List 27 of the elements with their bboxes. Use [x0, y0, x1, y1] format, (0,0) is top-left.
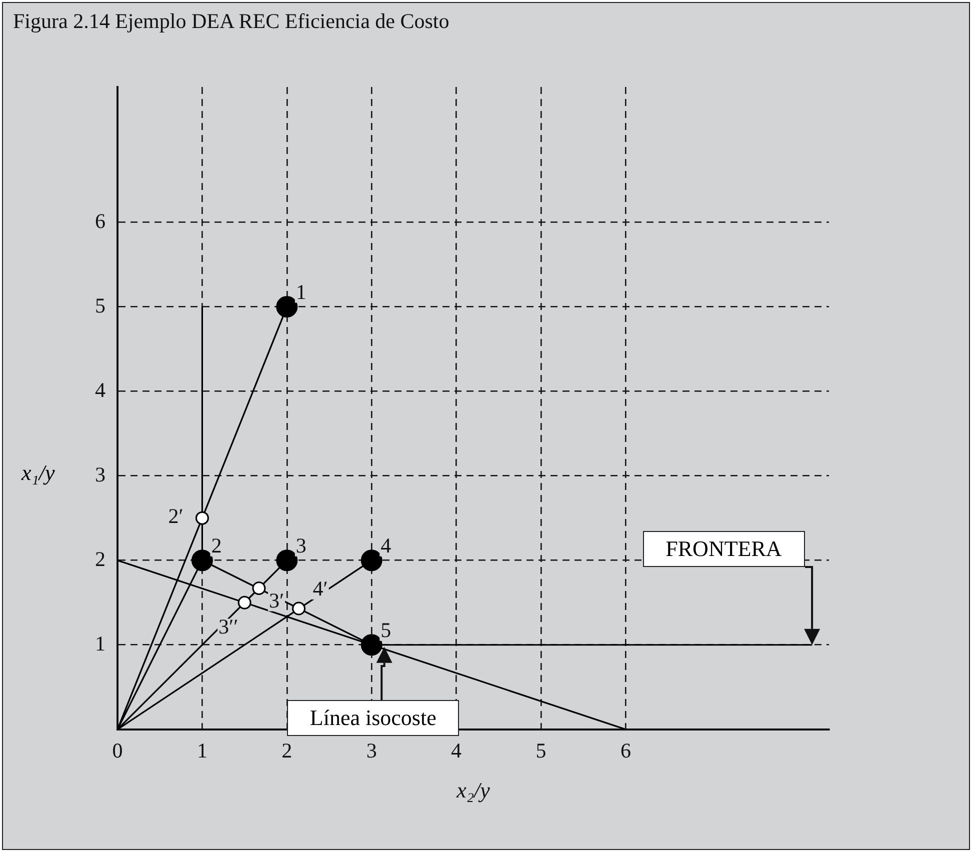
y-tick-label: 2 — [95, 546, 106, 571]
x-tick-label: 5 — [536, 738, 546, 763]
x-tick-label: 2 — [282, 738, 292, 763]
x-tick-label: 0 — [112, 738, 123, 763]
annotation: 3′′ — [218, 614, 238, 639]
y-tick-label: 5 — [95, 293, 106, 318]
x-tick-label: 3 — [366, 738, 377, 763]
x-tick-label: 1 — [196, 738, 208, 763]
x-tick-label: 4 — [451, 738, 462, 763]
y-tick-label: 3 — [95, 462, 106, 486]
annotation: 4′ — [312, 576, 328, 601]
annotation: FRONTERA — [642, 530, 805, 567]
annotation: 3 — [296, 533, 306, 558]
y-tick-label: 4 — [95, 378, 106, 402]
x-tick-label: 6 — [620, 738, 631, 763]
annotation: 1 — [296, 280, 306, 304]
annotation: Línea isocoste — [286, 700, 460, 736]
annotation: 4 — [380, 533, 392, 558]
chart-title: Figura 2.14 Ejemplo DEA REC Eficiencia de Costo — [13, 9, 450, 34]
x-axis-title: x₂/y — [456, 778, 490, 803]
y-axis-title: x₁/y — [22, 460, 55, 486]
annotation: 2′ — [168, 504, 184, 528]
annotation: 3′ — [268, 588, 284, 612]
y-tick-label: 6 — [95, 208, 106, 233]
annotation: 5 — [380, 618, 392, 642]
y-tick-label: 1 — [95, 631, 106, 656]
annotation: 2 — [211, 533, 222, 558]
